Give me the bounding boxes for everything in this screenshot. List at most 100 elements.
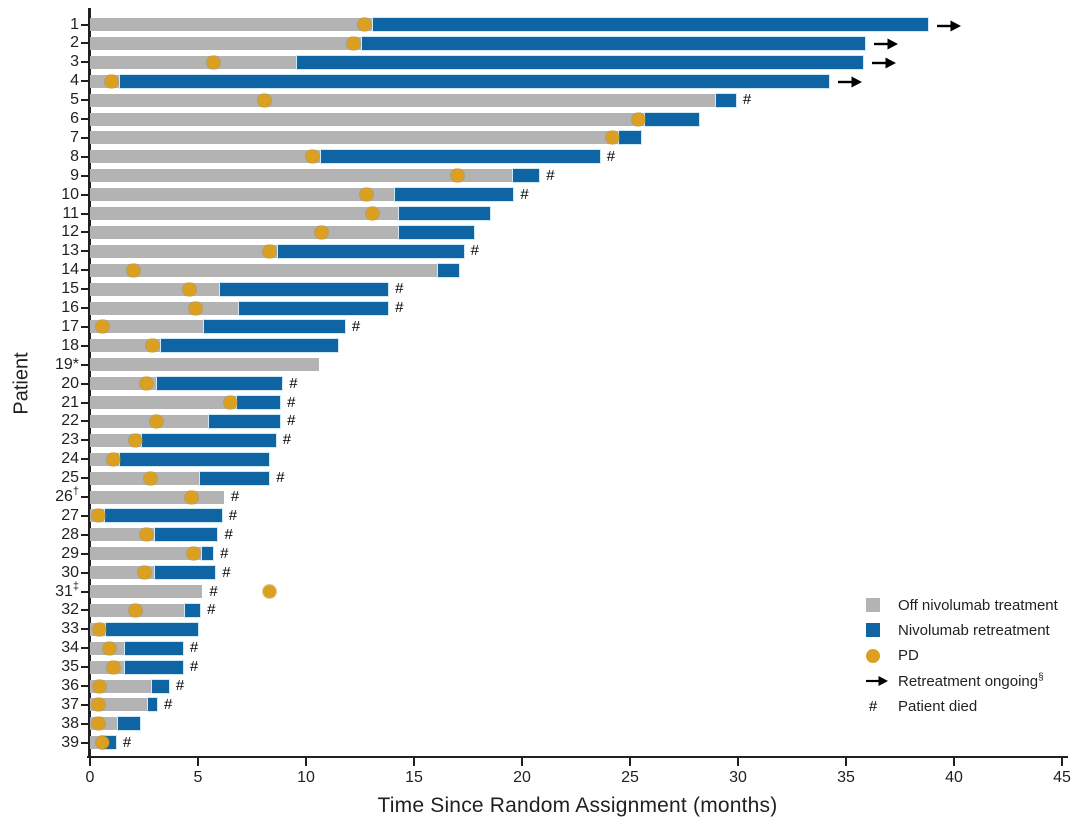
retreatment-bar [161,339,339,353]
pd-marker-icon [206,55,220,69]
off-treatment-bar [90,490,224,504]
retreatment-bar [200,471,270,485]
off-treatment-bar [90,169,514,183]
pd-marker-icon [258,93,272,107]
died-marker: # [351,317,361,335]
y-tick [81,703,88,706]
x-tick [845,758,847,766]
patient-label: 13 [61,242,79,260]
y-tick [81,685,88,687]
died-marker: # [287,393,296,411]
patient-label: 8 [70,147,79,165]
off-treatment-bar [90,112,646,126]
off-treatment-bar [90,263,438,277]
pd-marker-icon [137,566,151,580]
off-treatment-bar [90,36,363,50]
died-marker: # [395,299,404,316]
x-tick [737,758,739,766]
y-tick [81,514,88,517]
retreatment-bar [204,320,345,334]
died-marker: # [742,91,752,109]
died-marker: # [224,525,233,543]
off-treatment-bar [90,547,203,561]
patient-label: 18 [61,336,79,354]
patient-label: 5 [70,91,79,109]
died-marker: # [228,506,238,524]
legend-item-died: # Patient died [866,695,977,719]
off-treatment-bar [90,282,220,296]
pd-marker-icon [359,188,373,202]
pd-marker-icon [146,339,160,353]
patient-label: 21 [61,393,79,411]
y-tick [81,477,88,480]
patient-label: 22 [61,412,79,430]
y-tick [81,741,88,744]
x-tick-label: 5 [193,769,203,786]
patient-label: 25 [61,469,79,487]
died-marker: # [546,166,555,184]
x-tick [197,758,199,766]
patient-label: 15 [61,280,79,298]
x-tick [89,758,91,766]
pd-marker-icon [92,698,106,712]
y-tick [81,628,88,631]
retreatment-bar [124,660,183,674]
y-tick [81,231,88,234]
pd-marker-icon [262,244,276,258]
patient-label: 24 [61,450,79,468]
pd-marker-icon [105,74,119,88]
legend-item-pd: PD [866,644,919,668]
off-treatment-bar [90,18,373,31]
y-tick [81,590,88,593]
retreatment-bar [321,150,600,164]
died-marker: # [189,658,199,676]
retreatment-bar [124,641,183,655]
off-treatment-bar [90,414,209,428]
off-treatment-swatch-icon [866,598,880,612]
retreatment-bar [208,414,281,428]
pd-marker-icon [139,528,153,542]
y-tick [81,439,88,442]
died-marker: # [163,695,173,713]
died-marker: # [287,412,296,430]
x-tick-label: 10 [297,769,315,786]
died-marker: # [175,677,185,694]
died-marker: # [282,431,292,449]
x-tick-label: 30 [729,769,747,786]
patient-label: 6 [70,110,79,127]
retreatment-bar [106,622,198,636]
y-tick [81,307,88,309]
patient-label: 23 [61,431,79,449]
pd-dot-icon [866,648,880,663]
retreatment-bar [105,509,222,523]
retreatment-bar [154,566,216,580]
y-tick [81,533,88,536]
y-tick [81,647,88,650]
patient-label: 16 [61,299,79,316]
retreatment-bar [151,679,169,693]
y-tick [81,136,88,139]
y-tick [81,666,88,669]
patient-label: 10 [61,185,79,203]
patient-label: 26† [55,485,79,505]
off-treatment-bar [90,339,162,353]
retreatment-bar [156,377,283,391]
died-marker: # [520,185,529,203]
patient-label: 17 [61,317,79,335]
y-tick [81,288,88,291]
patient-label: 36 [61,677,79,694]
off-treatment-bar [90,585,203,598]
legend-item-off-treatment: Off nivolumab treatment [866,593,1058,617]
retreatment-bar [148,698,157,712]
died-marker: # [209,582,218,600]
died-marker: # [122,733,132,751]
section-sign: § [1038,672,1044,684]
patient-label: 39 [61,733,79,751]
off-treatment-bar [90,55,298,69]
x-tick-label: 40 [945,769,963,786]
retreatment-bar [236,396,281,409]
died-marker: # [230,488,240,505]
pd-marker-icon [126,263,140,277]
retreatment-bar [141,433,276,447]
